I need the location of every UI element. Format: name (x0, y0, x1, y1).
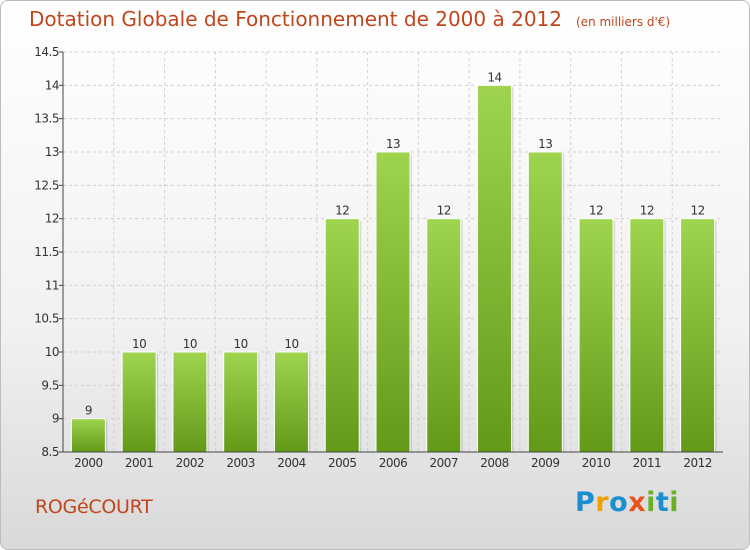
y-tick-label: 9.5 (41, 378, 59, 392)
x-tick-label: 2011 (633, 456, 662, 470)
data-label: 12 (690, 204, 704, 218)
logo-letter: t (655, 487, 670, 518)
y-tick-label: 9 (52, 412, 59, 426)
data-label: 12 (437, 204, 451, 218)
y-tick-label: 13.5 (34, 112, 59, 126)
logo-letter: i (669, 487, 680, 518)
x-tick-label: 2010 (582, 456, 611, 470)
bar (172, 351, 208, 453)
y-tick-label: 10.5 (34, 312, 59, 326)
bar (578, 218, 614, 453)
data-label: 13 (538, 137, 552, 151)
axes: 8.5 9 9.5 10 10.5 11 11.5 12 12.5 13 13.5 14 14.5 200… (34, 45, 723, 470)
bar (223, 351, 259, 453)
logo-letter: o (609, 487, 629, 518)
y-tick-label: 12.5 (34, 178, 59, 192)
data-label: 14 (487, 70, 501, 84)
data-label: 10 (234, 337, 248, 351)
data-label: 13 (386, 137, 400, 151)
chart-title: Dotation Globale de Fonctionnement de 20… (29, 7, 670, 31)
data-label: 10 (132, 337, 146, 351)
y-tick-label: 13 (45, 145, 59, 159)
title-unit: (en milliers d'€) (576, 15, 671, 29)
bar (426, 218, 462, 453)
data-label: 12 (640, 204, 654, 218)
x-tick-label: 2005 (328, 456, 357, 470)
x-tick-label: 2007 (429, 456, 458, 470)
bar (273, 351, 309, 453)
data-label: 10 (183, 337, 197, 351)
logo-letter: P (575, 487, 596, 518)
y-tick-label: 10 (45, 345, 59, 359)
bar (375, 151, 411, 453)
x-tick-label: 2003 (226, 456, 255, 470)
x-tick-label: 2002 (176, 456, 205, 470)
proxiti-logo: Proxiti (575, 487, 679, 518)
x-tick-label: 2012 (683, 456, 712, 470)
bar (70, 418, 106, 453)
data-label: 10 (284, 337, 298, 351)
bar (629, 218, 665, 453)
bar (477, 84, 513, 453)
x-tick-label: 2004 (277, 456, 306, 470)
bar (121, 351, 157, 453)
x-tick-label: 2008 (480, 456, 509, 470)
y-tick-label: 14.5 (34, 45, 59, 59)
bar (680, 218, 716, 453)
bar (324, 218, 360, 453)
x-tick-label: 2000 (74, 456, 103, 470)
x-tick-label: 2009 (531, 456, 560, 470)
data-label: 12 (335, 204, 349, 218)
x-tick-label: 2006 (379, 456, 408, 470)
y-tick-label: 11 (45, 278, 59, 292)
logo-letter: x (628, 487, 647, 518)
x-tick-label: 2001 (125, 456, 154, 470)
bar (527, 151, 563, 453)
bars: 9 10 10 10 10 12 13 12 14 13 12 12 12 (70, 70, 717, 453)
commune-name: ROGéCOURT (35, 496, 153, 518)
data-label: 9 (85, 404, 92, 418)
logo-letter: i (646, 487, 656, 518)
y-tick-label: 12 (45, 212, 59, 226)
data-label: 12 (589, 204, 603, 218)
y-tick-label: 14 (45, 78, 59, 92)
logo-letter: r (595, 487, 610, 518)
y-tick-label: 8.5 (41, 445, 59, 459)
y-tick-label: 11.5 (34, 245, 59, 259)
title-text: Dotation Globale de Fonctionnement de 20… (29, 7, 562, 31)
